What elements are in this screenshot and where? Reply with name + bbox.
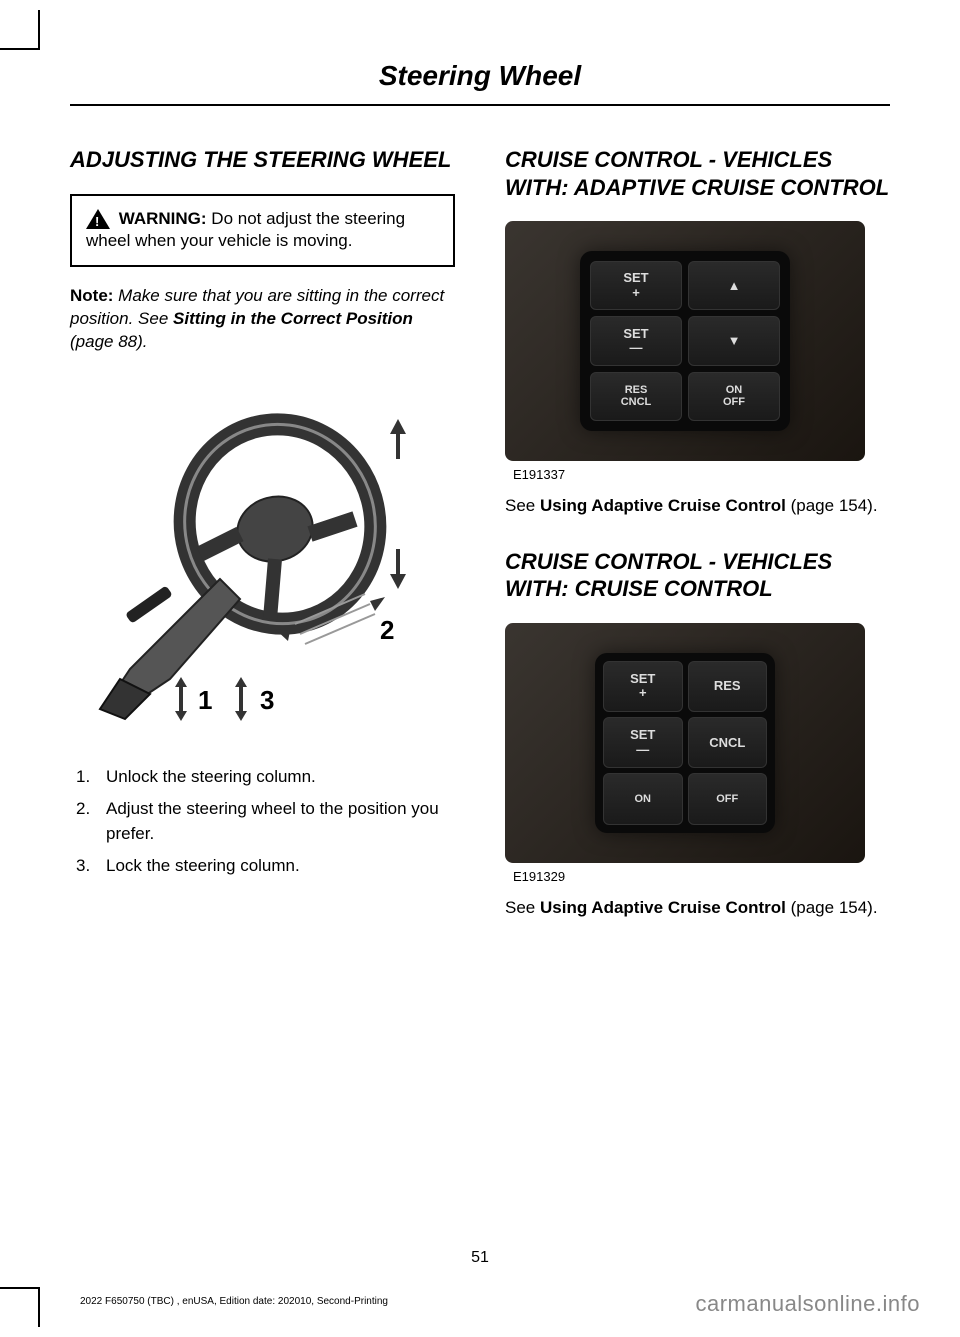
right-column: CRUISE CONTROL - VEHICLES WITH: ADAPTIVE… [505,146,890,950]
ref-suffix: (page 154). [786,496,878,515]
label-3: 3 [260,685,274,715]
label-2: 2 [380,615,394,645]
ref-link: Using Adaptive Cruise Control [540,898,786,917]
button-cluster-adaptive: SET+ ▲ SET— ▼ RESCNCL ONOFF [580,251,790,431]
instruction-list: 1. Unlock the steering column. 2. Adjust… [70,764,455,878]
warning-box: WARNING: Do not adjust the steering whee… [70,194,455,268]
set-plus-button: SET+ [590,261,682,310]
list-item: 1. Unlock the steering column. [76,764,455,790]
step-number: 1. [76,764,106,790]
image-code-2: E191329 [513,869,890,884]
warning-label: WARNING: [119,209,207,228]
res-cncl-button: RESCNCL [590,372,682,421]
reference-1: See Using Adaptive Cruise Control (page … [505,494,890,518]
adaptive-cruise-image: SET+ ▲ SET— ▼ RESCNCL ONOFF [505,221,865,461]
list-item: 2. Adjust the steering wheel to the posi… [76,796,455,847]
step-number: 2. [76,796,106,847]
gap-decrease-button: ▼ [688,316,780,365]
step-text: Unlock the steering column. [106,764,316,790]
res-button: RES [688,661,768,712]
left-column: ADJUSTING THE STEERING WHEEL WARNING: Do… [70,146,455,950]
ref-prefix: See [505,898,540,917]
steering-illustration: 2 1 3 [70,379,410,739]
cruise-adaptive-heading: CRUISE CONTROL - VEHICLES WITH: ADAPTIVE… [505,146,890,201]
reference-2: See Using Adaptive Cruise Control (page … [505,896,890,920]
on-off-button: ONOFF [688,372,780,421]
cruise-standard-heading: CRUISE CONTROL - VEHICLES WITH: CRUISE C… [505,548,890,603]
page-title: Steering Wheel [70,60,890,92]
content-area: ADJUSTING THE STEERING WHEEL WARNING: Do… [0,106,960,950]
cncl-button: CNCL [688,717,768,768]
image-code-1: E191337 [513,467,890,482]
page-crop-mark-top [0,10,40,50]
note-paragraph: Note: Make sure that you are sitting in … [70,285,455,354]
off-button: OFF [688,773,768,824]
footer-edition: 2022 F650750 (TBC) , enUSA, Edition date… [80,1296,388,1307]
button-cluster-standard: SET+ RES SET— CNCL ON OFF [595,653,775,833]
ref-suffix: (page 154). [786,898,878,917]
gap-increase-button: ▲ [688,261,780,310]
set-plus-button: SET+ [603,661,683,712]
watermark: carmanualsonline.info [695,1291,920,1317]
cruise-image: SET+ RES SET— CNCL ON OFF [505,623,865,863]
ref-prefix: See [505,496,540,515]
note-text-2: (page 88). [70,332,148,351]
set-minus-button: SET— [603,717,683,768]
adjusting-heading: ADJUSTING THE STEERING WHEEL [70,146,455,174]
page-number: 51 [0,1249,960,1267]
page-crop-mark-bottom [0,1287,40,1327]
label-1: 1 [198,685,212,715]
on-button: ON [603,773,683,824]
step-text: Adjust the steering wheel to the positio… [106,796,455,847]
page-header: Steering Wheel [70,0,890,106]
note-label: Note: [70,286,113,305]
ref-link: Using Adaptive Cruise Control [540,496,786,515]
step-text: Lock the steering column. [106,853,300,879]
note-link: Sitting in the Correct Position [173,309,413,328]
list-item: 3. Lock the steering column. [76,853,455,879]
warning-triangle-icon [86,209,110,229]
set-minus-button: SET— [590,316,682,365]
step-number: 3. [76,853,106,879]
